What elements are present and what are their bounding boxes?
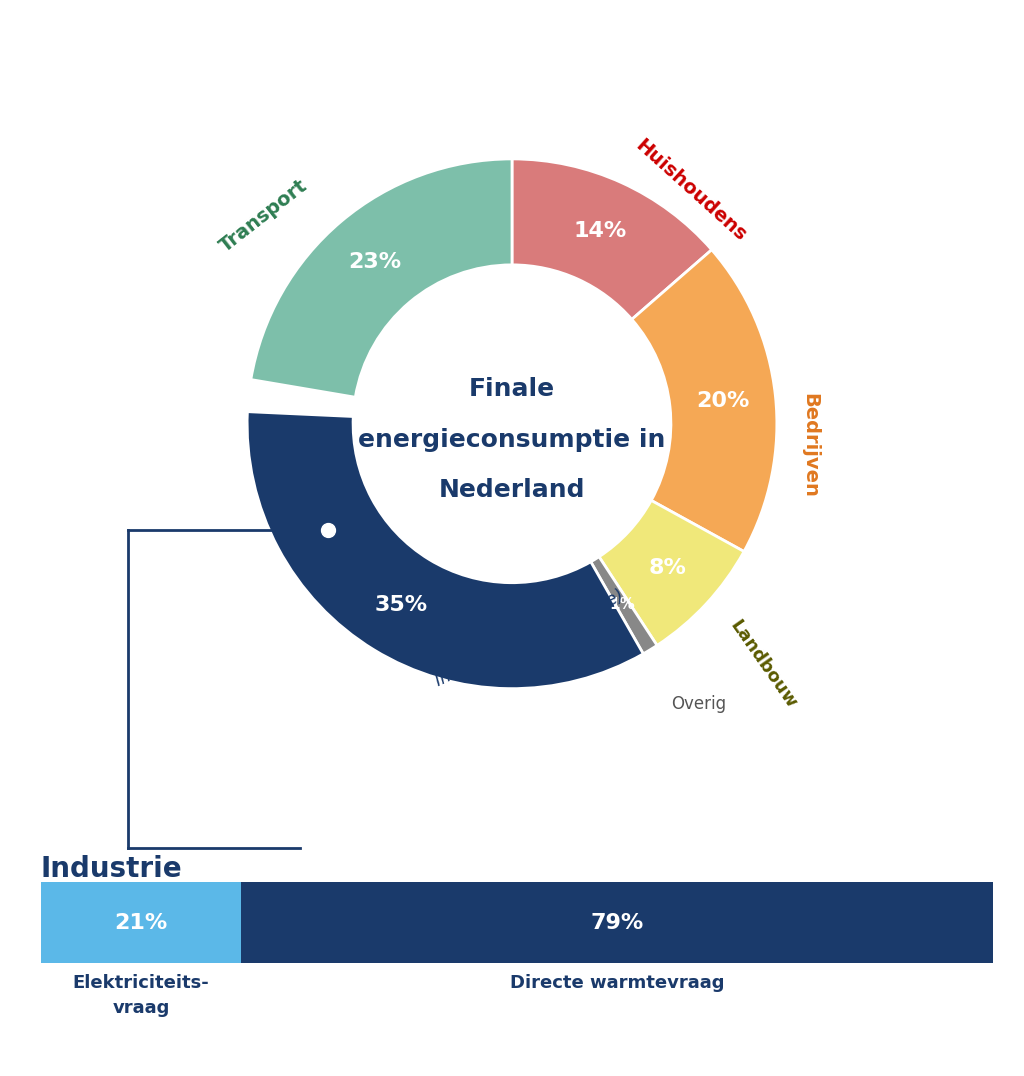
Text: Landbouw: Landbouw <box>726 617 801 711</box>
Wedge shape <box>512 159 712 320</box>
Text: 23%: 23% <box>349 252 401 272</box>
Text: 1%: 1% <box>609 597 636 612</box>
Text: Directe warmtevraag: Directe warmtevraag <box>510 974 724 992</box>
Bar <box>241 882 993 963</box>
Text: Elektriciteits-
vraag: Elektriciteits- vraag <box>73 974 209 1017</box>
Text: Finale: Finale <box>469 378 555 401</box>
Wedge shape <box>599 500 744 646</box>
Wedge shape <box>632 250 777 552</box>
Text: 21%: 21% <box>115 912 168 933</box>
Text: Bedrijven: Bedrijven <box>800 393 819 497</box>
Text: Industrie: Industrie <box>41 855 182 883</box>
Wedge shape <box>247 412 643 689</box>
Text: 20%: 20% <box>696 392 750 411</box>
Wedge shape <box>591 556 657 654</box>
Text: Overig: Overig <box>671 695 726 713</box>
Text: Nederland: Nederland <box>438 478 586 502</box>
Text: 14%: 14% <box>573 221 627 241</box>
Text: 35%: 35% <box>375 595 428 614</box>
Text: 8%: 8% <box>648 557 686 578</box>
Text: Industrie (incl. raffinage): Industrie (incl. raffinage) <box>432 586 626 690</box>
Text: Transport: Transport <box>216 175 310 256</box>
Wedge shape <box>251 159 512 397</box>
Text: energieconsumptie in: energieconsumptie in <box>358 427 666 452</box>
Bar <box>41 882 241 963</box>
Text: Huishoudens: Huishoudens <box>632 137 750 245</box>
Text: 79%: 79% <box>591 912 644 933</box>
